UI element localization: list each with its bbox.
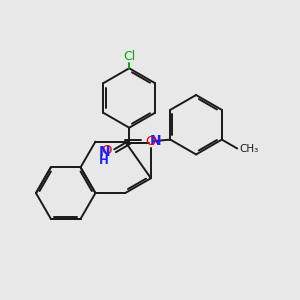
- Text: O: O: [145, 135, 156, 148]
- Text: O: O: [101, 144, 112, 157]
- Text: N: N: [98, 145, 110, 159]
- Text: Cl: Cl: [123, 50, 135, 63]
- Text: CH₃: CH₃: [240, 143, 259, 154]
- Text: N: N: [150, 134, 162, 148]
- Text: H: H: [98, 154, 108, 167]
